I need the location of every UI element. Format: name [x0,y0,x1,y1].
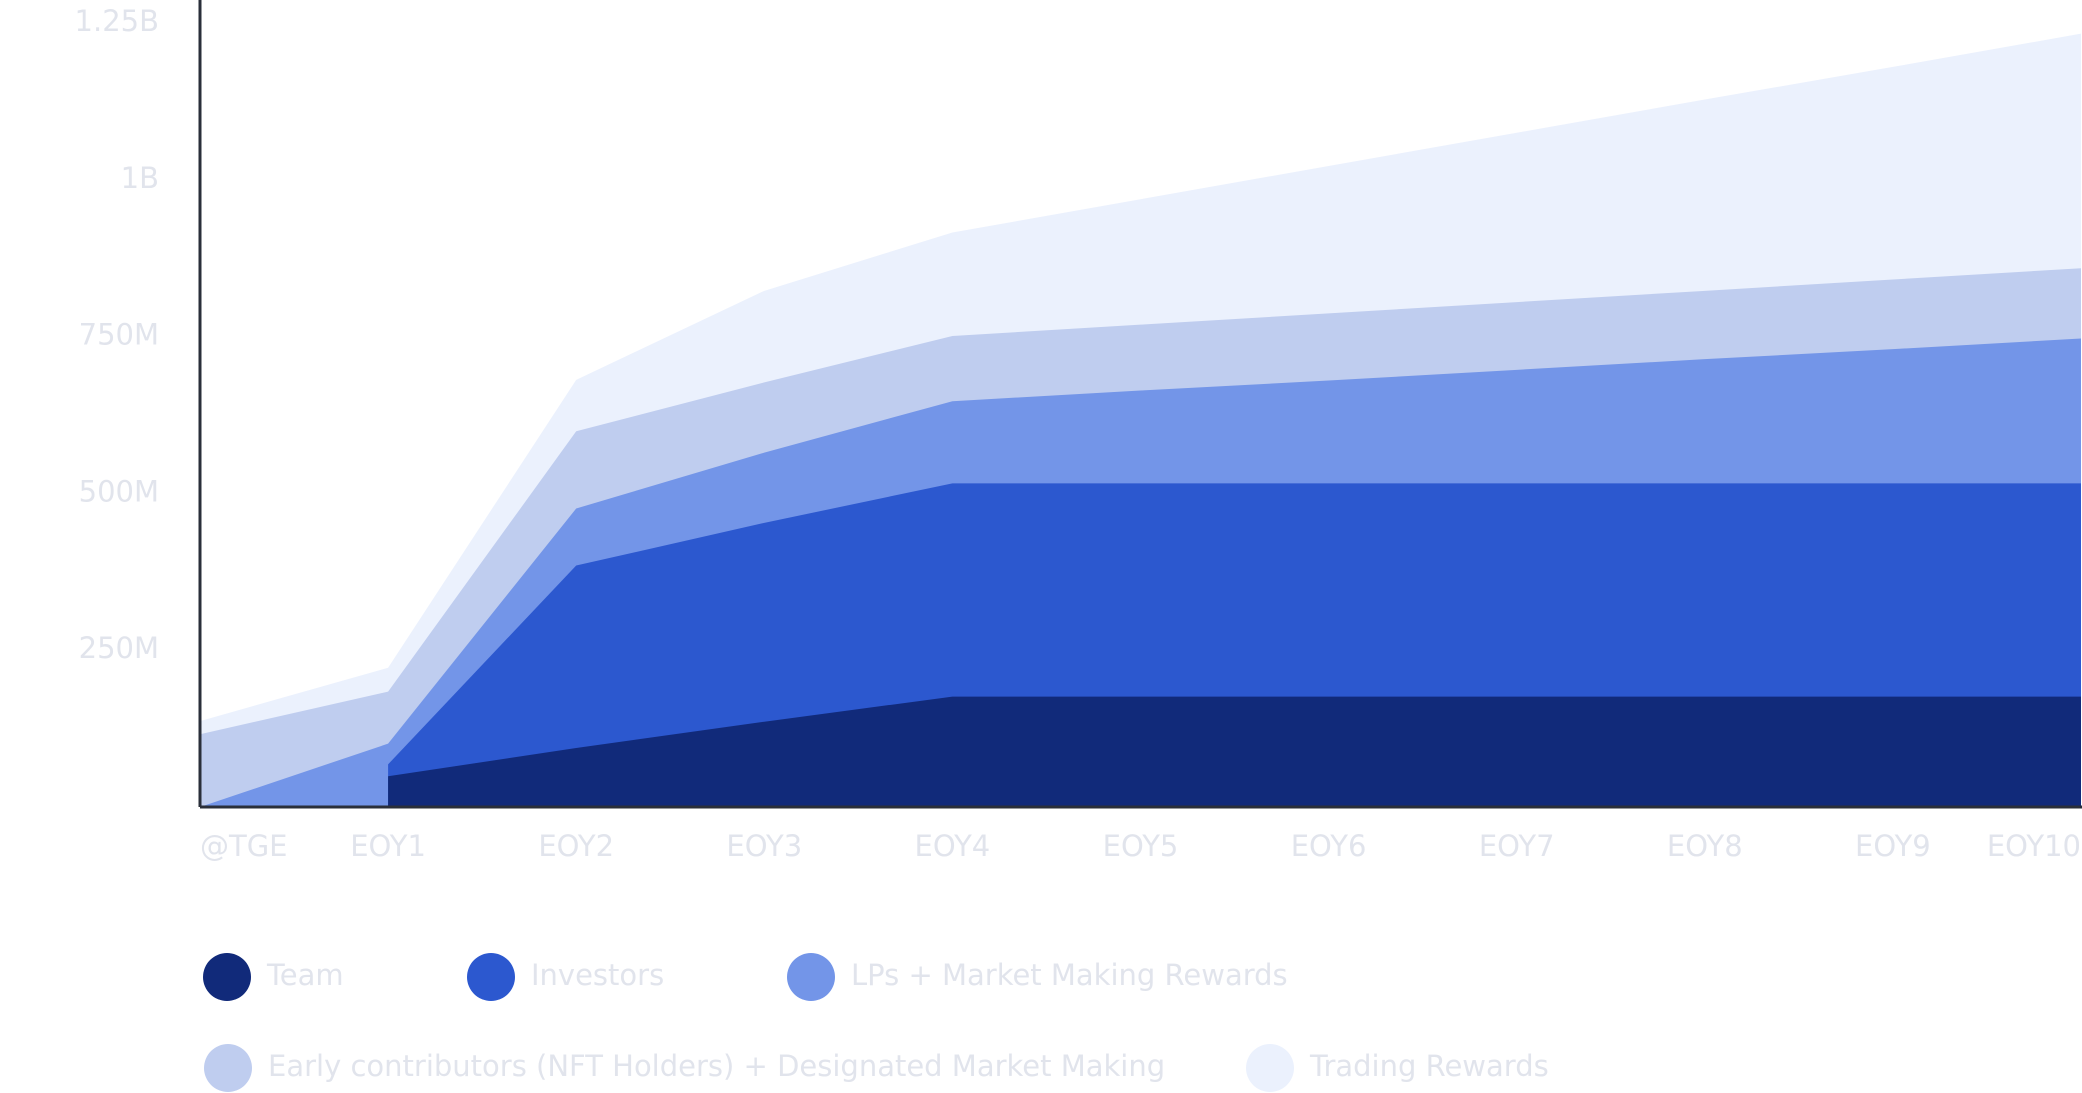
y-tick-label: 500M [79,474,159,508]
legend-swatch [203,953,251,1001]
legend-label: LPs + Market Making Rewards [851,958,1288,992]
x-tick-label: EOY5 [1103,829,1179,863]
x-tick-label: EOY8 [1667,829,1743,863]
y-tick-label: 750M [79,318,159,352]
area [388,696,2082,807]
legend-label: Investors [531,958,664,992]
legend-label: Trading Rewards [1309,1049,1549,1083]
y-tick-label: 250M [79,631,159,665]
x-tick-label: EOY7 [1479,829,1555,863]
legend-label: Early contributors (NFT Holders) + Desig… [268,1049,1165,1083]
legend-swatch [467,953,515,1001]
x-tick-label: EOY9 [1855,829,1931,863]
x-tick-label: EOY3 [726,829,802,863]
legend-label: Team [266,958,344,992]
x-tick-label: EOY1 [350,829,426,863]
x-tick-label: EOY2 [538,829,614,863]
x-tick-label: EOY4 [915,829,991,863]
y-tick-label: 1B [121,161,159,195]
y-tick-label: 1.25B [75,4,159,38]
x-tick-label: EOY10 [1987,829,2081,863]
legend-swatch [204,1044,252,1092]
legend-swatch [1246,1044,1294,1092]
x-tick-label: EOY6 [1291,829,1367,863]
legend-swatch [787,953,835,1001]
x-tick-label: @TGE [200,829,288,863]
